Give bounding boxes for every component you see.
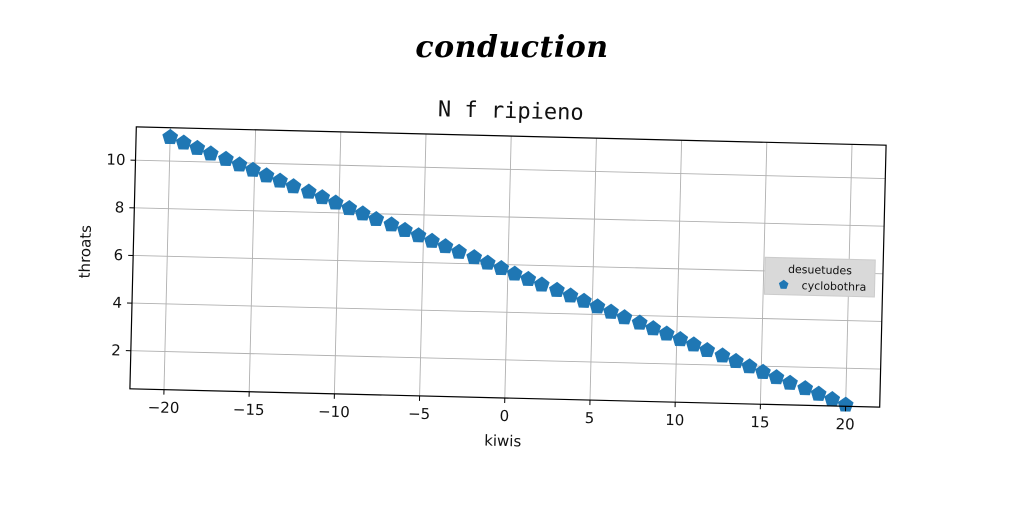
data-point xyxy=(218,150,234,166)
data-point xyxy=(202,145,219,161)
data-point xyxy=(341,200,358,216)
x-axis-ticks: −20 −15 −10 −5 0 5 10 15 20 xyxy=(148,389,855,434)
data-point xyxy=(272,172,288,188)
x-tick-label: −20 xyxy=(148,398,180,417)
data-point xyxy=(768,369,785,385)
y-tick-label: 6 xyxy=(113,246,123,264)
grid-line-y xyxy=(131,302,882,322)
grid-line-x xyxy=(419,133,427,396)
data-point xyxy=(685,336,702,352)
grid-line-y xyxy=(133,255,883,275)
data-point xyxy=(327,194,344,210)
data-point xyxy=(258,167,275,183)
data-point xyxy=(245,161,261,177)
y-tick-label: 8 xyxy=(115,198,125,216)
data-point xyxy=(755,363,771,379)
figure-suptitle: conduction xyxy=(415,30,609,65)
grid-line-x xyxy=(759,142,768,405)
data-point xyxy=(231,156,248,172)
grid-line-y xyxy=(134,207,885,227)
legend-title: desuetudes xyxy=(788,263,853,278)
x-tick-label: −15 xyxy=(233,400,265,419)
y-tick-label: 2 xyxy=(111,341,121,359)
y-tick-label: 10 xyxy=(106,151,126,169)
legend-entry-label: cyclobothra xyxy=(801,279,866,294)
data-point xyxy=(797,380,814,396)
data-point xyxy=(824,390,841,407)
data-point xyxy=(162,128,179,145)
grid-line-x xyxy=(333,131,342,394)
data-point xyxy=(410,227,427,243)
x-tick-label: 5 xyxy=(585,409,595,427)
x-tick-label: 15 xyxy=(750,413,770,431)
data-point xyxy=(576,292,592,308)
x-tick-label: −10 xyxy=(318,402,350,421)
data-point xyxy=(728,352,744,369)
x-axis-label: kiwis xyxy=(484,431,522,450)
x-tick-label: 20 xyxy=(835,415,855,433)
data-point xyxy=(314,189,331,205)
data-point xyxy=(810,385,827,401)
data-point xyxy=(782,374,798,390)
data-point xyxy=(589,298,606,314)
data-point xyxy=(603,303,619,319)
data-point xyxy=(466,249,483,265)
data-point xyxy=(562,287,579,303)
data-point xyxy=(520,270,537,286)
chart-title: N f ripieno xyxy=(438,97,584,126)
data-point xyxy=(354,205,371,221)
grid-line-x xyxy=(674,140,683,403)
grid-line-x xyxy=(163,127,171,390)
y-axis-ticks: 2 4 6 8 10 xyxy=(106,151,136,359)
data-point xyxy=(631,314,648,330)
data-point xyxy=(672,331,689,347)
data-point xyxy=(437,238,454,254)
data-point xyxy=(189,139,206,155)
y-tick-label: 4 xyxy=(112,294,122,312)
x-tick-label: 0 xyxy=(499,407,509,425)
data-point xyxy=(533,276,550,292)
legend-marker-pentagon-icon xyxy=(778,279,789,289)
data-point xyxy=(424,232,440,248)
data-point xyxy=(699,342,716,358)
data-point xyxy=(285,178,302,194)
data-point xyxy=(175,134,192,150)
data-point xyxy=(383,216,400,232)
grid-line-x xyxy=(589,138,597,401)
data-point xyxy=(300,183,317,199)
x-tick-label: −5 xyxy=(408,405,431,424)
data-point xyxy=(741,358,758,374)
legend: desuetudes cyclobothra xyxy=(763,256,876,298)
x-tick-label: 10 xyxy=(665,411,685,429)
data-point xyxy=(493,259,510,276)
y-axis-label: throats xyxy=(76,225,95,279)
data-point xyxy=(397,221,413,238)
data-point xyxy=(479,254,496,270)
data-point xyxy=(549,281,565,297)
data-point xyxy=(368,210,385,227)
legend-box xyxy=(763,256,876,298)
data-point xyxy=(616,309,633,325)
data-point xyxy=(645,320,662,336)
data-points xyxy=(162,128,854,412)
data-point xyxy=(451,243,467,259)
grid-line-y xyxy=(135,159,886,180)
data-point xyxy=(714,347,731,363)
data-point xyxy=(506,265,523,281)
data-point xyxy=(658,325,675,341)
